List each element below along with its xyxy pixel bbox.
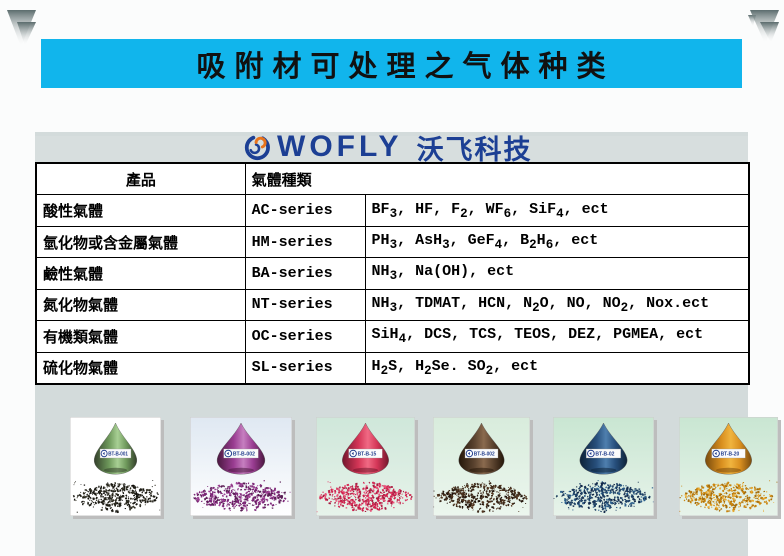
- svg-text:BT-B-15: BT-B-15: [358, 451, 377, 457]
- svg-text:BT-B-002: BT-B-002: [233, 451, 255, 457]
- svg-text:BT-B-002: BT-B-002: [474, 451, 495, 457]
- svg-text:BT-B-20: BT-B-20: [721, 451, 740, 457]
- svg-text:BT-B-02: BT-B-02: [595, 451, 614, 457]
- svg-text:BT-B-001: BT-B-001: [108, 451, 128, 457]
